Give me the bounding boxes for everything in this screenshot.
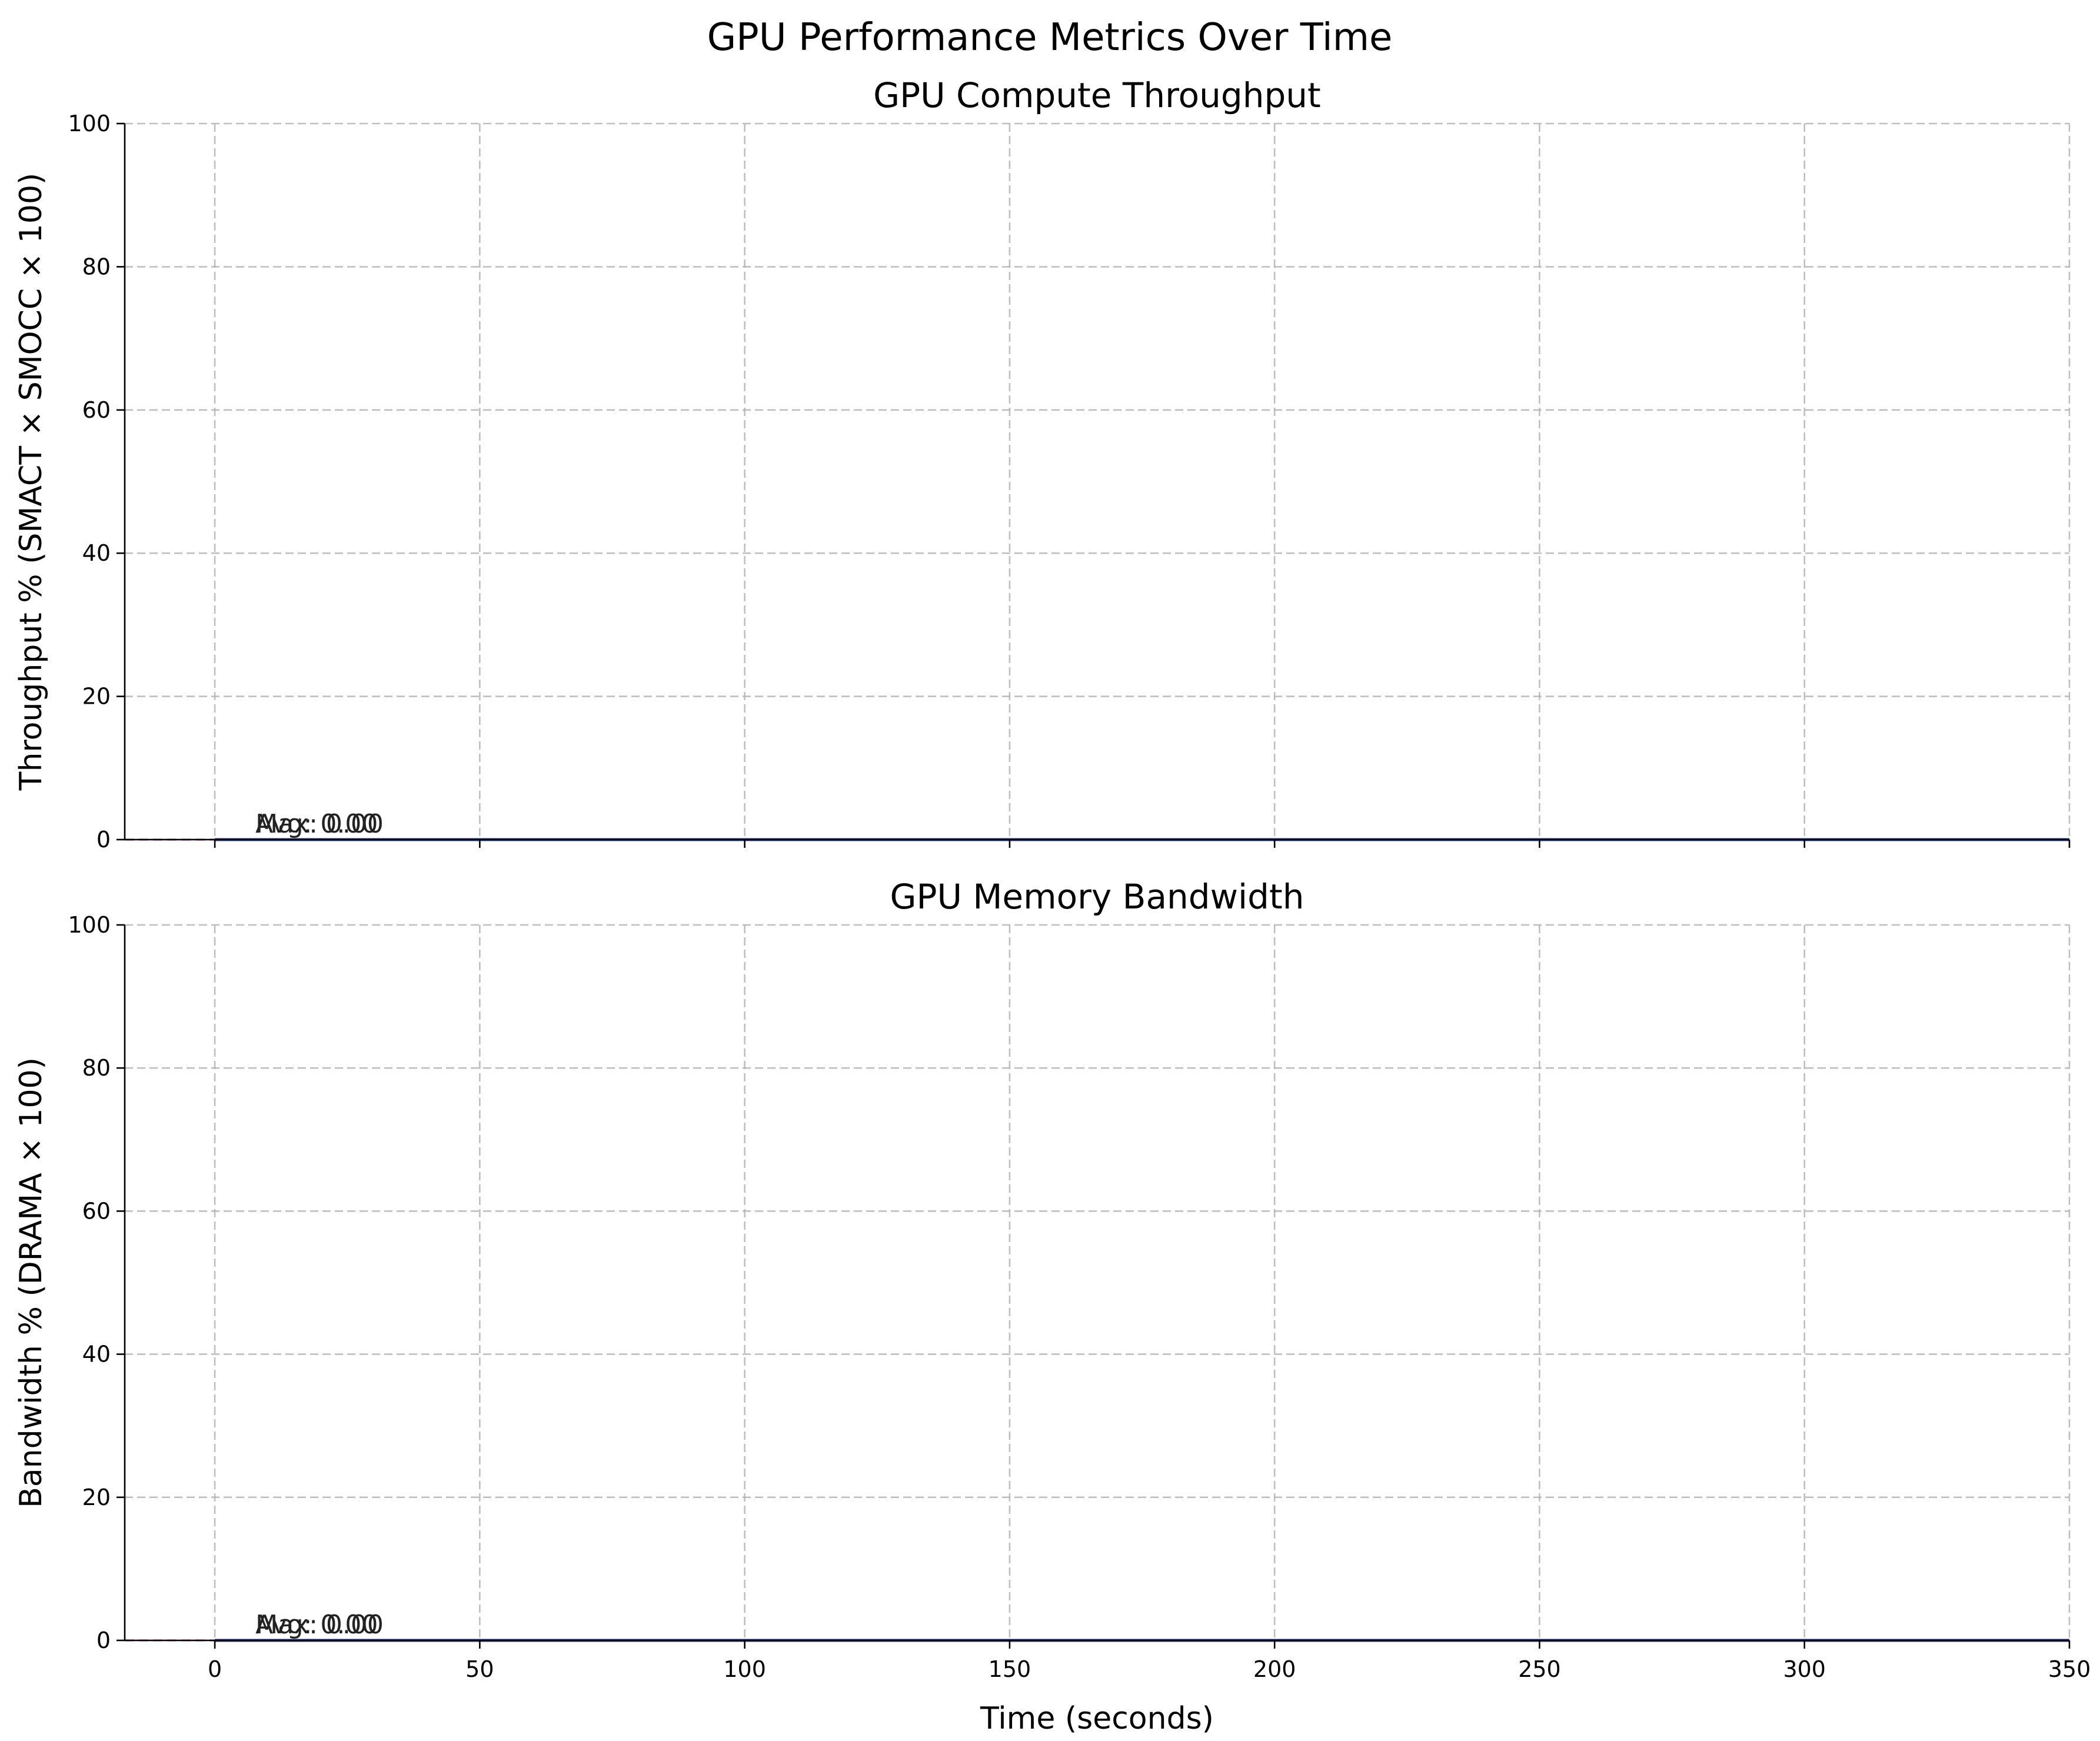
subplot-1: 0 20 40 60 80 100 GPU Compute Throughput Throug… — [14, 75, 2071, 853]
x-tick-label: 50 — [465, 1656, 494, 1682]
x-tick-label: 100 — [723, 1656, 766, 1682]
y-tick-label: 40 — [82, 540, 111, 566]
x-tick-label: 150 — [989, 1656, 1031, 1682]
x-tick-label: 0 — [208, 1656, 222, 1682]
x-tick-label: 350 — [2048, 1656, 2091, 1682]
y-tick-label: 40 — [82, 1341, 111, 1367]
subplot-2: 0 20 40 60 80 100 0 50 100 150 200 250 300 350 GPU Mem… — [14, 877, 2091, 1736]
y-tick-label: 100 — [68, 111, 111, 137]
x-tick-label: 200 — [1253, 1656, 1296, 1682]
annotation-label: Max: 0.00 — [255, 809, 384, 839]
x-tick-label: 300 — [1783, 1656, 1826, 1682]
figure-suptitle: GPU Performance Metrics Over Time — [707, 16, 1393, 59]
y-tick-label: 20 — [82, 1484, 111, 1510]
y-tick-label: 80 — [82, 254, 111, 279]
y-tick-label: 100 — [68, 912, 111, 938]
y-axis-label: Bandwidth % (DRAMA × 100) — [14, 1057, 49, 1508]
axes-title: GPU Compute Throughput — [873, 75, 1321, 115]
y-tick-label: 60 — [82, 1198, 111, 1224]
x-tick-label: 250 — [1518, 1656, 1561, 1682]
annotation-label: Avg: 0.00 — [255, 809, 378, 839]
y-axis-label: Throughput % (SMACT × SMOCC × 100) — [14, 173, 49, 791]
y-tick-label: 0 — [96, 827, 111, 853]
annotation-label: Avg: 0.00 — [255, 1610, 378, 1640]
y-tick-label: 0 — [96, 1627, 111, 1653]
annotation-label: Max: 0.00 — [255, 1610, 384, 1640]
y-tick-label: 80 — [82, 1055, 111, 1081]
y-tick-label: 20 — [82, 684, 111, 710]
y-tick-label: 60 — [82, 397, 111, 423]
axes-title: GPU Memory Bandwidth — [890, 877, 1304, 917]
x-axis-label: Time (seconds) — [980, 1701, 1214, 1736]
